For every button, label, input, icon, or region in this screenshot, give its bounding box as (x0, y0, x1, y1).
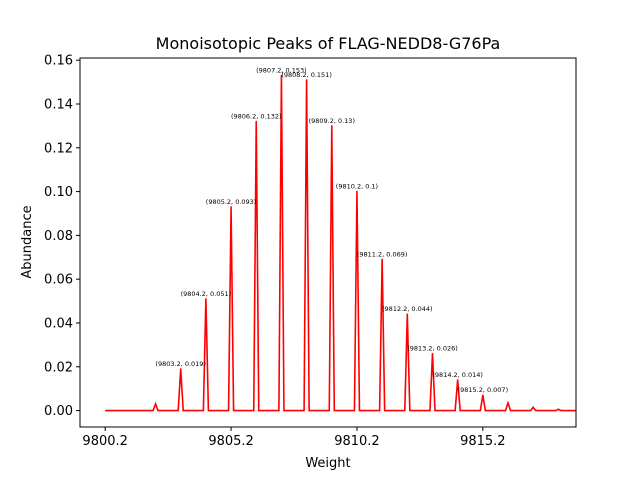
x-axis-label: Weight (305, 456, 350, 471)
peak-label: (9814.2, 0.014) (432, 371, 483, 379)
peak-point (532, 406, 534, 409)
peak-label: (9805.2, 0.093) (206, 198, 257, 206)
x-tick-label: 9810.2 (334, 434, 380, 449)
chart-title: Monoisotopic Peaks of FLAG-NEDD8-G76Pa (156, 34, 501, 53)
peak-point (406, 313, 409, 316)
x-tick-label: 9800.2 (82, 434, 128, 449)
peak-point (255, 120, 258, 123)
peak-label: (9807.2, 0.153) (256, 67, 307, 75)
peak-point (557, 408, 560, 411)
peak-point (205, 298, 207, 300)
peak-point (482, 394, 484, 397)
y-tick-label: 0.02 (44, 360, 73, 375)
y-axis-label: Abundance (20, 205, 35, 278)
peak-point (305, 79, 308, 81)
peak-label: (9813.2, 0.026) (407, 345, 458, 353)
peak-point (330, 125, 333, 127)
x-tick-label: 9815.2 (460, 434, 506, 449)
peak-point (381, 258, 383, 261)
axes-frame (79, 57, 577, 428)
y-tick-label: 0.04 (44, 316, 73, 331)
peak-label: (9808.2, 0.151) (281, 71, 332, 79)
peak-label: (9806.2, 0.132) (231, 113, 282, 121)
peak-point (154, 403, 157, 405)
y-tick-label: 0.06 (44, 273, 73, 288)
peak-label: (9815.2, 0.007) (458, 386, 509, 394)
peak-point (230, 206, 232, 208)
peak-point (507, 402, 509, 404)
peak-point (356, 190, 358, 193)
peak-label: (9804.2, 0.051) (181, 290, 232, 298)
peak-label: (9810.2, 0.1) (336, 183, 378, 191)
y-tick-label: 0.14 (44, 97, 73, 112)
peak-point (179, 368, 182, 370)
peak-point (456, 379, 459, 381)
y-tick-label: 0.10 (44, 185, 73, 200)
peak-label: (9812.2, 0.044) (382, 305, 433, 313)
peak-point (280, 74, 283, 77)
y-tick-label: 0.00 (44, 404, 73, 419)
y-tick-label: 0.08 (44, 229, 73, 244)
y-tick-label: 0.12 (44, 141, 73, 156)
peak-point (431, 352, 434, 355)
peak-label: (9811.2, 0.069) (357, 250, 408, 258)
x-tick-label: 9805.2 (208, 434, 254, 449)
peak-label: (9803.2, 0.019) (155, 360, 206, 368)
peak-label: (9809.2, 0.13) (309, 117, 355, 125)
x-axis-ticks: 9800.2 9805.2 9810.2 9815.2 (82, 427, 506, 449)
y-axis-ticks: 0.00 0.02 0.04 0.06 0.08 0.10 0.12 0.14 0.16 (44, 54, 80, 419)
y-tick-label: 0.16 (44, 54, 73, 69)
plot-area: (9803.2, 0.019) (9804.2, 0.051) (9805.2, 0… (105, 67, 576, 412)
